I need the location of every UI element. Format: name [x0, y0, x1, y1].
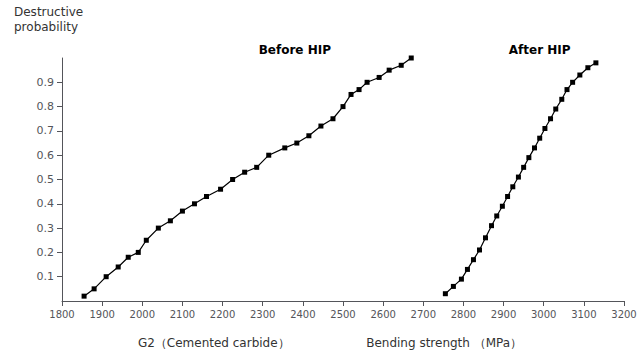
svg-text:0.5: 0.5 [37, 173, 55, 186]
svg-text:2800: 2800 [451, 309, 476, 320]
svg-text:Bending strength （MPa）: Bending strength （MPa） [366, 336, 522, 350]
svg-text:2600: 2600 [370, 309, 395, 320]
svg-text:2300: 2300 [250, 309, 275, 320]
svg-text:2500: 2500 [330, 309, 355, 320]
svg-text:0.4: 0.4 [37, 197, 55, 210]
svg-text:0.7: 0.7 [37, 124, 55, 137]
svg-text:probability: probability [14, 20, 78, 34]
svg-text:3200: 3200 [611, 309, 636, 320]
svg-text:Before HIP: Before HIP [259, 43, 331, 57]
svg-text:After HIP: After HIP [509, 43, 571, 57]
svg-text:1900: 1900 [89, 309, 114, 320]
svg-text:0.3: 0.3 [37, 222, 55, 235]
svg-text:0.9: 0.9 [37, 76, 55, 89]
svg-text:2100: 2100 [170, 309, 195, 320]
svg-text:2000: 2000 [130, 309, 155, 320]
svg-text:2900: 2900 [491, 309, 516, 320]
svg-text:G2（Cemented carbide）: G2（Cemented carbide） [138, 336, 290, 350]
svg-text:0.8: 0.8 [37, 100, 55, 113]
svg-text:3000: 3000 [531, 309, 556, 320]
svg-text:2200: 2200 [210, 309, 235, 320]
svg-text:2700: 2700 [411, 309, 436, 320]
svg-text:1800: 1800 [49, 309, 74, 320]
svg-text:Destructive: Destructive [14, 5, 83, 19]
svg-text:3100: 3100 [571, 309, 596, 320]
svg-text:0.1: 0.1 [37, 270, 55, 283]
svg-text:2400: 2400 [290, 309, 315, 320]
svg-text:0.2: 0.2 [37, 246, 55, 259]
svg-text:0.6: 0.6 [37, 149, 55, 162]
